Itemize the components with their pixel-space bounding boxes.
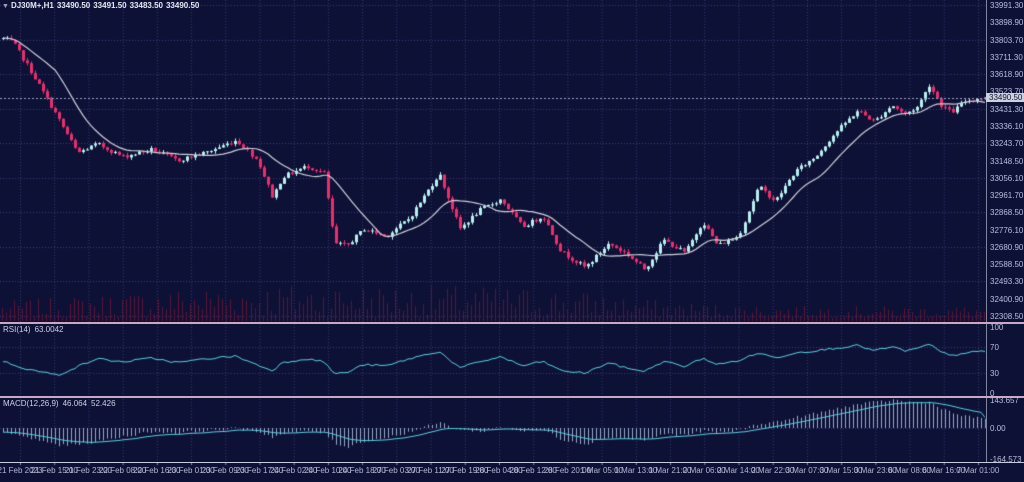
- rsi-axis-label: 70: [990, 343, 999, 352]
- time-axis-label: 28 Feb 04:00: [475, 466, 523, 475]
- current-price-tag: 33490.50: [986, 93, 1024, 102]
- time-axis-label: 3 Mar 15:00: [819, 466, 863, 475]
- time-axis-label: 28 Feb 20:00: [543, 466, 591, 475]
- time-axis-label: 23 Feb 17:00: [235, 466, 284, 475]
- price-axis-label: 33523.70: [990, 87, 1024, 96]
- rsi-axis-label: 100: [990, 323, 1004, 332]
- price-axis-label: 32400.90: [990, 295, 1024, 304]
- time-axis-label: 7 Mar 01:00: [956, 466, 1000, 475]
- rsi-axis-label: 30: [990, 369, 999, 378]
- macd-axis-label: 0.00: [990, 424, 1006, 433]
- time-axis-label: 28 Feb 12:00: [509, 466, 557, 475]
- price-axis-label: 33898.90: [990, 18, 1024, 27]
- y-axis-column[interactable]: 33490.50 33991.30 33898.90 33803.70 33711.3…: [986, 0, 1024, 464]
- price-axis-label: 33618.90: [990, 70, 1024, 79]
- price-axis-label: 33336.10: [990, 122, 1024, 131]
- price-axis-label: 33991.30: [990, 1, 1024, 10]
- macd-axis-label: 143.657: [990, 396, 1019, 405]
- low-value: 33483.50: [129, 1, 163, 10]
- price-axis-label: 32680.90: [990, 243, 1024, 252]
- price-axis-border: [986, 0, 987, 462]
- time-axis-label: 24 Feb 18:00: [338, 466, 386, 475]
- time-axis-label: 2 Mar 06:00: [682, 466, 726, 475]
- time-axis-label: 22 Feb 08:00: [99, 466, 147, 475]
- time-axis-label: 21 Feb 15:00: [30, 466, 78, 475]
- time-axis-label: 1 Mar 21:00: [648, 466, 692, 475]
- time-axis-label: 2 Mar 22:00: [751, 466, 795, 475]
- high-value: 33491.50: [93, 1, 127, 10]
- time-axis-label: 27 Feb 03:00: [372, 466, 420, 475]
- time-axis-label: 22 Feb 16:00: [133, 466, 181, 475]
- macd-signal-value: 52.426: [91, 399, 116, 408]
- symbol-marker-icon[interactable]: ▼: [2, 3, 9, 10]
- time-axis-line: [0, 462, 1024, 463]
- price-axis-label: 32588.50: [990, 260, 1024, 269]
- time-axis-label: 6 Mar 08:00: [888, 466, 931, 475]
- rsi-axis-label: 0: [990, 389, 995, 398]
- rsi-value: 63.0042: [34, 325, 64, 334]
- time-axis-label: 1 Mar 13:00: [614, 466, 658, 475]
- price-axis-label: 32868.50: [990, 208, 1024, 217]
- time-axis-label: 27 Feb 11:00: [407, 466, 454, 475]
- time-axis-label: 6 Mar 16:00: [922, 466, 966, 475]
- time-axis-label: 21 Feb 2023: [0, 466, 43, 475]
- macd-name: MACD(12,26,9): [3, 399, 59, 408]
- time-axis-label: 21 Feb 23:00: [64, 466, 112, 475]
- time-axis-label: 3 Mar 07:00: [785, 466, 829, 475]
- close-value: 33490.50: [165, 1, 200, 10]
- macd-main-value: 46.064: [62, 399, 88, 408]
- pane-separator[interactable]: [0, 396, 1024, 398]
- price-axis-label: 32776.10: [990, 226, 1024, 235]
- symbol-timeframe: DJ30M+,H1: [10, 1, 54, 10]
- chart-header: ▼ DJ30M+,H1 33490.50 33491.50 33483.50 33490.…: [2, 1, 202, 10]
- time-axis[interactable]: 21 Feb 2023 21 Feb 15:00 21 Feb 23:00 22 Fe…: [0, 463, 1024, 482]
- price-axis-label: 32493.30: [990, 277, 1024, 286]
- time-axis-label: 1 Mar 05:00: [580, 466, 623, 475]
- price-axis-label: 33056.10: [990, 174, 1024, 183]
- time-axis-label: 3 Mar 23:00: [853, 466, 897, 475]
- time-axis-label: 24 Feb 02:00: [270, 466, 318, 475]
- pane-separator[interactable]: [0, 322, 1024, 324]
- price-axis-label: 33803.70: [990, 36, 1024, 45]
- price-axis-label: 32961.70: [990, 191, 1024, 200]
- open-value: 33490.50: [56, 1, 91, 10]
- rsi-indicator-label: RSI(14) 63.0042: [3, 325, 67, 334]
- time-axis-label: 2 Mar 14:00: [717, 466, 760, 475]
- macd-indicator-label: MACD(12,26,9) 46.064 52.426: [3, 399, 120, 408]
- time-axis-label: 23 Feb 09:00: [201, 466, 249, 475]
- price-axis-label: 33711.30: [990, 53, 1023, 62]
- price-axis-label: 32308.50: [990, 312, 1024, 321]
- price-axis-label: 33148.50: [990, 157, 1024, 166]
- price-axis-label: 33431.30: [990, 105, 1024, 114]
- price-axis-label: 33243.70: [990, 139, 1024, 148]
- time-axis-label: 24 Feb 10:00: [304, 466, 352, 475]
- macd-axis-label: -164.573: [990, 455, 1022, 464]
- time-axis-label: 23 Feb 01:00: [167, 466, 215, 475]
- time-axis-label: 27 Feb 19:00: [441, 466, 489, 475]
- rsi-name: RSI(14): [3, 325, 31, 334]
